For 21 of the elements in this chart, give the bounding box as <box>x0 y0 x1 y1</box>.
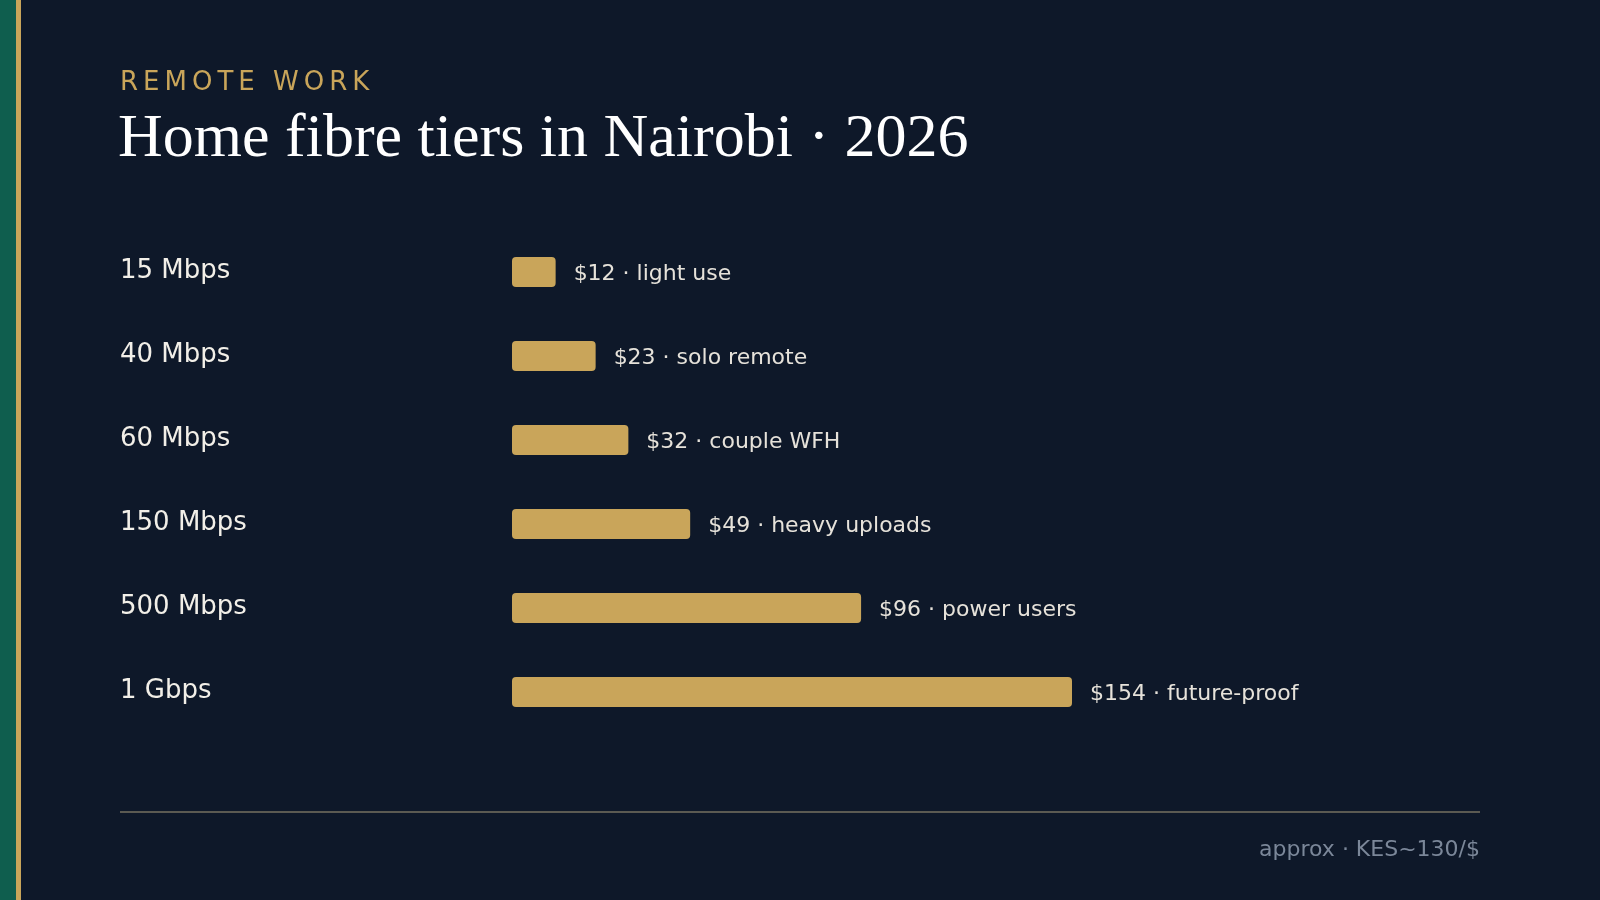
data-label: $49 · heavy uploads <box>708 511 932 537</box>
bar <box>512 677 1072 707</box>
y-tick-label: 60 Mbps <box>120 421 231 452</box>
data-label: $23 · solo remote <box>613 343 808 369</box>
data-label: $32 · couple WFH <box>646 427 841 453</box>
y-tick-label: 15 Mbps <box>120 253 231 284</box>
y-tick-label: 150 Mbps <box>120 505 247 536</box>
bar <box>512 593 862 623</box>
data-label: $12 · light use <box>573 259 732 285</box>
bar <box>512 257 556 287</box>
y-tick-label: 500 Mbps <box>120 589 247 620</box>
text: REMOTE WORK <box>120 66 375 96</box>
bar <box>512 341 596 371</box>
text: approx · KES~130/$ <box>1259 836 1480 861</box>
bar <box>512 425 629 455</box>
y-tick-label: 40 Mbps <box>120 337 231 368</box>
data-label: $96 · power users <box>879 595 1077 621</box>
chart-title: Home fibre tiers in Nairobi · 2026 <box>118 100 969 171</box>
bar <box>512 509 691 539</box>
y-tick-label: 1 Gbps <box>120 673 212 704</box>
data-label: $154 · future-proof <box>1090 679 1300 705</box>
